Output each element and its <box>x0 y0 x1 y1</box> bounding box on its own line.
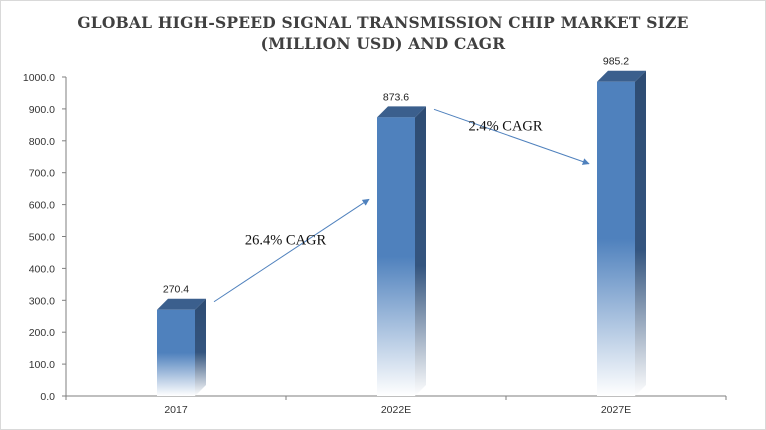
cagr-arrow <box>213 198 370 303</box>
bar-side-face <box>415 106 426 397</box>
bar-2027E <box>597 70 646 397</box>
bar-top-face <box>157 298 206 310</box>
cagr-annotation: 2.4% CAGR <box>433 108 590 165</box>
chart-title: GLOBAL HIGH-SPEED SIGNAL TRANSMISSION CH… <box>0 12 766 54</box>
y-tick-label: 0.0 <box>40 391 55 403</box>
y-tick-label: 700.0 <box>29 168 55 180</box>
bar-front-face <box>157 309 195 396</box>
bar-front-face <box>377 117 415 397</box>
x-tick-label: 2027E <box>601 404 631 416</box>
data-label: 270.4 <box>163 284 189 296</box>
bar-top-face <box>597 70 646 82</box>
data-label: 873.6 <box>383 91 409 103</box>
data-label: 985.2 <box>603 56 629 68</box>
bar-2017 <box>157 298 206 396</box>
y-tick-label: 100.0 <box>29 359 55 371</box>
y-tick-label: 500.0 <box>29 232 55 244</box>
cagr-label: 26.4% CAGR <box>245 233 327 249</box>
y-tick-label: 800.0 <box>29 136 55 148</box>
y-tick-label: 600.0 <box>29 200 55 212</box>
y-tick-label: 200.0 <box>29 327 55 339</box>
chart-title-line-1: GLOBAL HIGH-SPEED SIGNAL TRANSMISSION CH… <box>77 13 689 32</box>
cagr-annotation: 26.4% CAGR <box>213 198 370 303</box>
bar-top-face <box>377 106 426 118</box>
bar-2022E <box>377 106 426 397</box>
bar-front-face <box>597 81 635 397</box>
y-tick-label: 400.0 <box>29 263 55 275</box>
bar-side-face <box>195 298 206 396</box>
cagr-arrow <box>433 108 590 165</box>
y-tick-label: 900.0 <box>29 104 55 116</box>
bar-side-face <box>635 70 646 397</box>
chart-title-line-2: (MILLION USD) AND CAGR <box>260 34 506 53</box>
y-tick-label: 1000.0 <box>23 72 55 84</box>
x-tick-label: 2022E <box>381 404 411 416</box>
x-tick-label: 2017 <box>164 404 188 416</box>
y-tick-label: 300.0 <box>29 295 55 307</box>
cagr-label: 2.4% CAGR <box>468 119 542 135</box>
